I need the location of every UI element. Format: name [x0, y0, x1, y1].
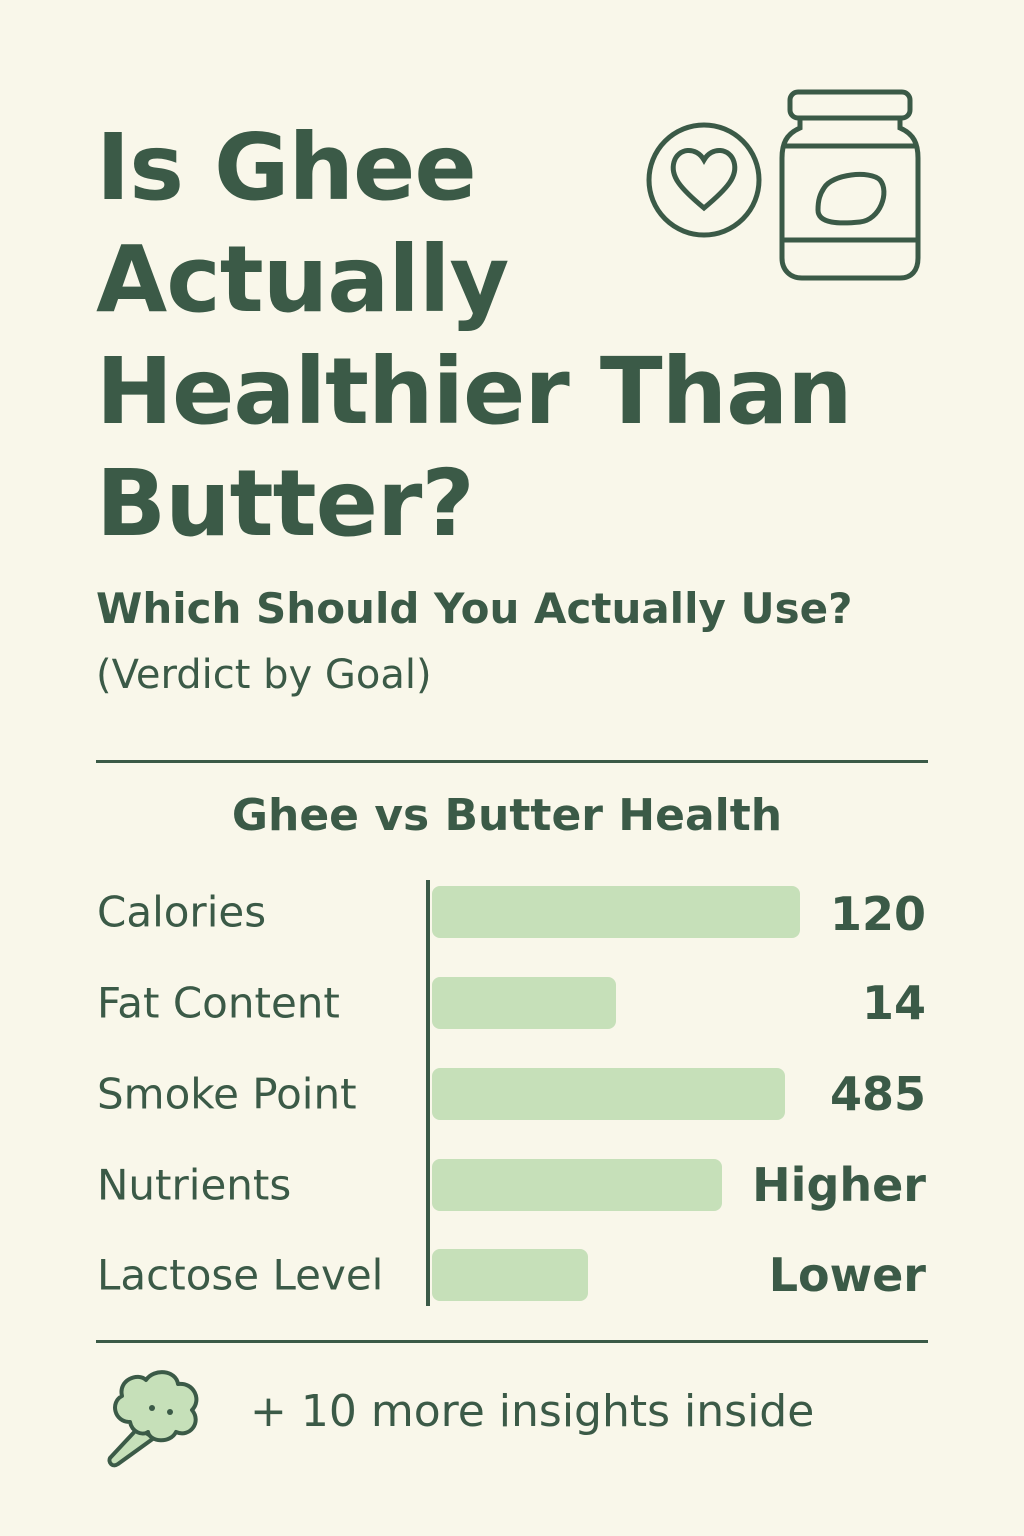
row-label: Nutrients [97, 1160, 292, 1210]
bar [432, 977, 616, 1029]
note: (Verdict by Goal) [96, 652, 432, 698]
bar [432, 1068, 785, 1120]
axis-line [426, 880, 430, 1306]
chart-heading: Ghee vs Butter Health [231, 790, 783, 841]
footer-text: + 10 more insights inside [250, 1386, 815, 1437]
subtitle: Which Should You Actually Use? [96, 584, 853, 633]
row-label: Fat Content [97, 978, 340, 1028]
divider [96, 760, 928, 763]
bar [432, 1249, 588, 1301]
bar [432, 886, 800, 938]
divider [96, 1340, 928, 1343]
row-label: Calories [97, 887, 267, 937]
row-value: Higher [752, 1158, 926, 1212]
row-value: Lower [768, 1248, 926, 1302]
row-label: Smoke Point [97, 1069, 357, 1119]
row-value: 14 [861, 976, 926, 1030]
icons [646, 89, 921, 281]
title: Is Ghee Actually Healthier Than Butter? [96, 114, 853, 557]
row-value: 120 [829, 887, 926, 941]
bar [432, 1159, 722, 1211]
row-value: 485 [829, 1067, 926, 1121]
broccoli-icon [107, 1370, 199, 1468]
row-label: Lactose Level [97, 1250, 384, 1300]
